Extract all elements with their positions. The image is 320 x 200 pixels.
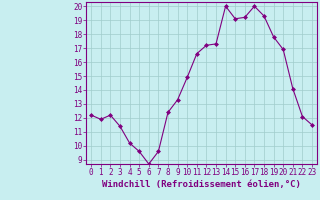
- X-axis label: Windchill (Refroidissement éolien,°C): Windchill (Refroidissement éolien,°C): [102, 180, 301, 189]
